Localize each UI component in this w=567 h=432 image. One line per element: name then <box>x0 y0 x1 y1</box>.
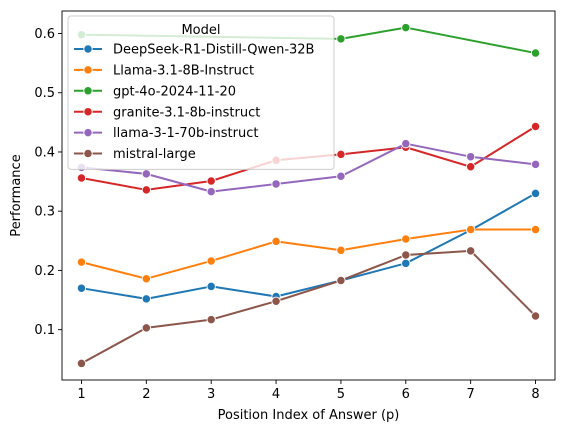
legend-entry: granite-3.1-8b-instruct <box>74 105 260 120</box>
data-point <box>271 236 281 247</box>
x-tick-label: 2 <box>142 387 150 402</box>
y-tick-label: 0.2 <box>34 264 55 279</box>
data-point <box>76 173 87 183</box>
data-point <box>401 22 411 33</box>
series-line <box>80 192 537 300</box>
x-tick-label: 3 <box>207 387 215 402</box>
legend-box <box>67 15 335 170</box>
data-point <box>401 139 411 149</box>
data-point <box>530 224 541 235</box>
data-point <box>141 274 151 284</box>
y-axis-title: Performance <box>9 154 24 236</box>
data-point <box>401 250 411 260</box>
data-point <box>76 358 87 369</box>
x-tick-label: 6 <box>402 387 410 402</box>
x-axis-title: Position Index of Answer (p) <box>218 408 400 423</box>
axes-layer: 1 2 3 4 5 6 7 8 0.1 0.2 0.3 0.4 0.5 0.6 <box>34 10 556 402</box>
data-point <box>530 121 541 132</box>
legend-marker <box>83 107 93 117</box>
data-point <box>206 281 216 292</box>
data-point <box>530 188 541 199</box>
data-point <box>336 149 346 159</box>
legend-label: DeepSeek-R1-Distill-Qwen-32B <box>113 43 314 58</box>
legend-marker <box>83 148 93 159</box>
data-point <box>466 224 476 235</box>
y-tick-label: 0.5 <box>34 86 55 101</box>
legend-label: granite-3.1-8b-instruct <box>113 105 260 120</box>
y-tick-label: 0.1 <box>34 323 55 338</box>
x-tick-label: 8 <box>531 387 539 402</box>
legend-marker <box>83 86 93 96</box>
data-point <box>336 275 346 286</box>
data-point <box>466 152 476 162</box>
x-tick-label: 4 <box>272 387 280 402</box>
data-point <box>401 234 411 244</box>
legend: Model DeepSeek-R1-Distill-Qwen-32B Llama-… <box>67 15 335 170</box>
data-point <box>206 186 216 197</box>
x-tick-label: 7 <box>467 387 475 402</box>
series-line <box>80 228 537 280</box>
legend-title: Model <box>181 23 220 38</box>
data-point <box>271 179 281 189</box>
data-point <box>76 257 87 267</box>
data-point <box>141 294 151 304</box>
series-line <box>80 142 537 193</box>
series-layer <box>76 22 541 369</box>
data-point <box>336 171 346 181</box>
legend-entry: DeepSeek-R1-Distill-Qwen-32B <box>74 43 314 58</box>
y-tick-label: 0.3 <box>34 205 55 220</box>
series-5 <box>76 246 541 369</box>
data-point <box>466 162 476 172</box>
series-1 <box>76 224 541 284</box>
legend-marker <box>83 44 93 54</box>
legend-entries: DeepSeek-R1-Distill-Qwen-32B Llama-3.1-8B… <box>74 43 314 162</box>
legend-label: mistral-large <box>113 147 196 162</box>
legend-entry: llama-3-1-70b-instruct <box>74 126 258 141</box>
data-point <box>141 169 151 179</box>
data-point <box>466 246 476 256</box>
data-point <box>336 34 346 44</box>
series-line <box>80 249 537 365</box>
data-point <box>530 159 541 170</box>
legend-label: llama-3-1-70b-instruct <box>113 126 258 141</box>
legend-marker <box>83 65 93 75</box>
legend-label: gpt-4o-2024-11-20 <box>113 84 236 99</box>
y-tick-label: 0.6 <box>34 27 55 42</box>
data-point <box>141 185 151 195</box>
data-point <box>530 311 541 321</box>
data-point <box>336 245 346 255</box>
data-point <box>401 258 411 268</box>
legend-label: Llama-3.1-8B-Instruct <box>113 64 254 79</box>
legend-marker <box>83 127 93 138</box>
data-point <box>271 296 281 306</box>
x-tick-label: 5 <box>337 387 345 402</box>
data-point <box>206 314 216 325</box>
legend-entry: gpt-4o-2024-11-20 <box>74 84 236 99</box>
x-tick-label: 1 <box>77 387 85 402</box>
data-point <box>76 283 87 293</box>
data-point <box>206 256 216 266</box>
data-point <box>530 48 541 58</box>
axes-frame <box>61 10 556 381</box>
y-tick-label: 0.4 <box>34 145 55 160</box>
legend-entry: mistral-large <box>74 147 196 162</box>
data-point <box>141 323 151 333</box>
legend-entry: Llama-3.1-8B-Instruct <box>74 64 254 79</box>
data-point <box>206 176 216 186</box>
